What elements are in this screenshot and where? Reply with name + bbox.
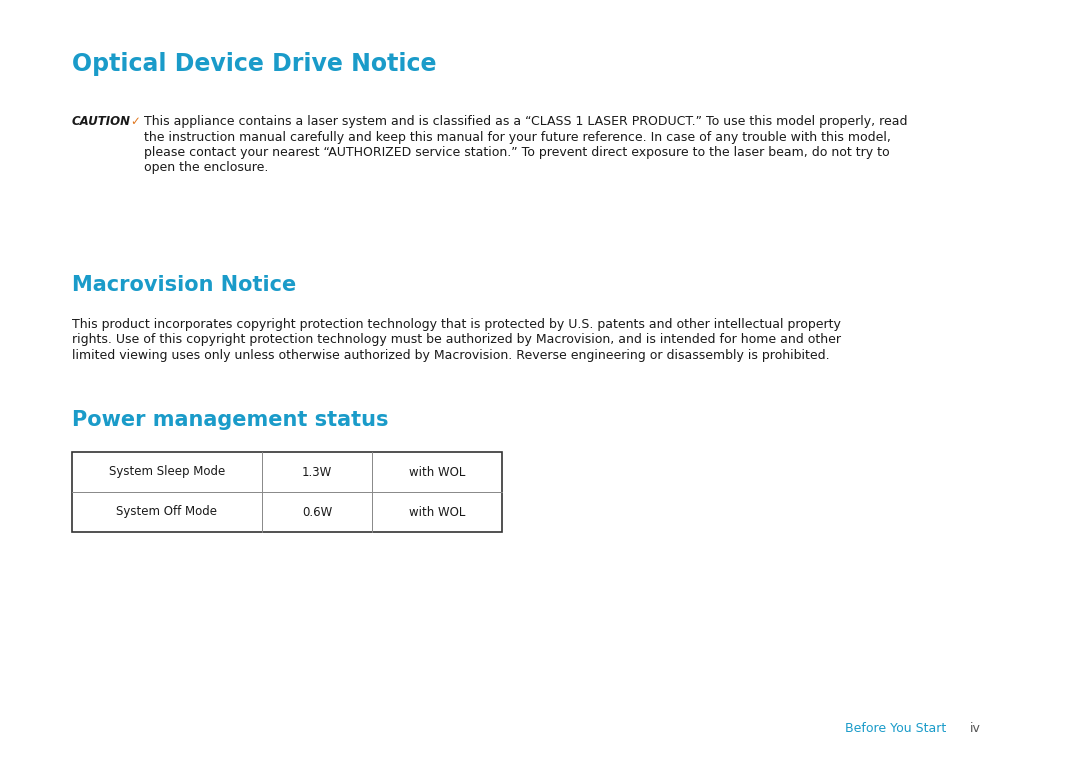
Text: ✓: ✓ [130,115,140,128]
Text: open the enclosure.: open the enclosure. [144,162,268,175]
Text: 1.3W: 1.3W [302,465,333,479]
Text: Before You Start: Before You Start [845,722,946,735]
Text: Power management status: Power management status [72,410,389,430]
Text: Optical Device Drive Notice: Optical Device Drive Notice [72,52,436,76]
Text: limited viewing uses only unless otherwise authorized by Macrovision. Reverse en: limited viewing uses only unless otherwi… [72,349,829,362]
Text: please contact your nearest “AUTHORIZED service station.” To prevent direct expo: please contact your nearest “AUTHORIZED … [144,146,890,159]
Text: This appliance contains a laser system and is classified as a “CLASS 1 LASER PRO: This appliance contains a laser system a… [144,115,907,128]
Text: 0.6W: 0.6W [302,505,333,518]
Text: System Off Mode: System Off Mode [117,505,217,518]
Text: System Sleep Mode: System Sleep Mode [109,465,225,479]
Text: Macrovision Notice: Macrovision Notice [72,275,296,295]
Text: with WOL: with WOL [409,505,465,518]
Text: with WOL: with WOL [409,465,465,479]
Text: the instruction manual carefully and keep this manual for your future reference.: the instruction manual carefully and kee… [144,131,891,144]
Text: CAUTION: CAUTION [72,115,131,128]
Text: This product incorporates copyright protection technology that is protected by U: This product incorporates copyright prot… [72,318,841,331]
Text: iv: iv [970,722,981,735]
Bar [72,452,502,532]
Text: rights. Use of this copyright protection technology must be authorized by Macrov: rights. Use of this copyright protection… [72,334,841,347]
